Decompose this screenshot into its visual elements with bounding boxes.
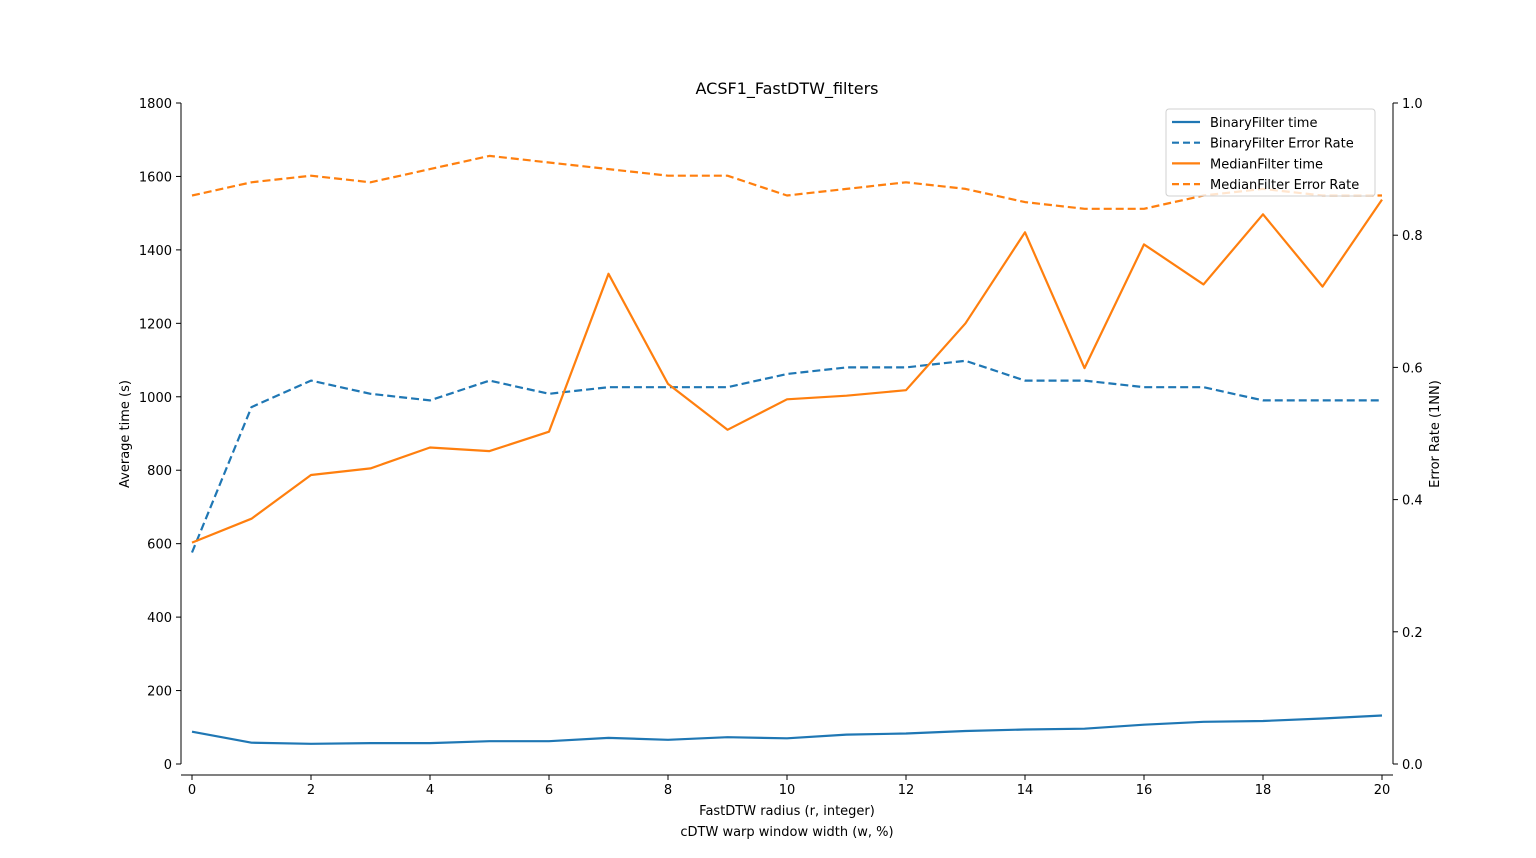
y-left-tick-label: 1600 xyxy=(139,170,172,185)
y-left-tick-label: 400 xyxy=(147,611,172,626)
legend-label-binaryfilter-time: BinaryFilter time xyxy=(1210,116,1317,131)
x-tick-label: 20 xyxy=(1374,783,1391,798)
y-left-tick-label: 1800 xyxy=(139,97,172,112)
legend-box xyxy=(1165,108,1376,197)
y-left-tick-label: 1400 xyxy=(139,244,172,259)
x-tick-label: 12 xyxy=(898,783,915,798)
legend-label-medianfilter-error-rate: MedianFilter Error Rate xyxy=(1210,178,1359,193)
legend-label-binaryfilter-error-rate: BinaryFilter Error Rate xyxy=(1210,137,1354,152)
x-tick-label: 4 xyxy=(426,783,434,798)
y-left-tick-label: 600 xyxy=(147,538,172,553)
x-tick-label: 10 xyxy=(779,783,796,798)
y-right-tick-label: 0.4 xyxy=(1402,494,1423,509)
series-line-binaryfilter-error-rate xyxy=(190,359,1382,553)
chart-title: ACSF1_FastDTW_filters xyxy=(696,79,879,99)
x-tick-label: 16 xyxy=(1136,783,1153,798)
y-left-tick-label: 0 xyxy=(164,758,172,773)
y-axis-label-left: Average time (s) xyxy=(118,380,133,488)
x-axis-label-secondary: cDTW warp window width (w, %) xyxy=(680,825,893,840)
x-tick-label: 0 xyxy=(188,783,196,798)
y-right-ticks: 0.0 0.2 0.4 0.6 0.8 1.0 xyxy=(1393,97,1423,773)
series-line-medianfilter-time xyxy=(191,198,1383,544)
y-right-tick-label: 1.0 xyxy=(1402,97,1423,112)
y-left-tick-label: 800 xyxy=(147,464,172,479)
x-tick-label: 14 xyxy=(1017,783,1034,798)
series-line-medianfilter-error-rate xyxy=(191,154,1382,210)
series-layer xyxy=(190,154,1383,745)
y-right-tick-label: 0.6 xyxy=(1402,361,1423,376)
y-left-tick-label: 1200 xyxy=(139,317,172,332)
x-tick-label: 6 xyxy=(545,783,553,798)
axes xyxy=(180,103,1394,776)
y-left-tick-label: 1000 xyxy=(139,391,172,406)
series-line-binaryfilter-time xyxy=(191,714,1383,745)
legend: BinaryFilter time BinaryFilter Error Rate… xyxy=(1165,108,1376,197)
y-right-tick-label: 0.2 xyxy=(1402,626,1423,641)
y-left-ticks: 0 200 400 600 800 1000 1200 1400 1600 1800 xyxy=(139,97,181,773)
x-tick-label: 8 xyxy=(664,783,672,798)
x-ticks: 0 2 4 6 8 10 12 14 16 18 20 xyxy=(188,775,1390,798)
y-axis-label-right: Error Rate (1NN) xyxy=(1428,380,1443,488)
y-left-tick-label: 200 xyxy=(147,685,172,700)
y-right-tick-label: 0.0 xyxy=(1402,758,1423,773)
legend-label-medianfilter-time: MedianFilter time xyxy=(1210,157,1323,172)
x-tick-label: 18 xyxy=(1255,783,1272,798)
x-tick-label: 2 xyxy=(307,783,315,798)
y-right-tick-label: 0.8 xyxy=(1402,229,1423,244)
x-axis-label: FastDTW radius (r, integer) xyxy=(699,804,875,819)
